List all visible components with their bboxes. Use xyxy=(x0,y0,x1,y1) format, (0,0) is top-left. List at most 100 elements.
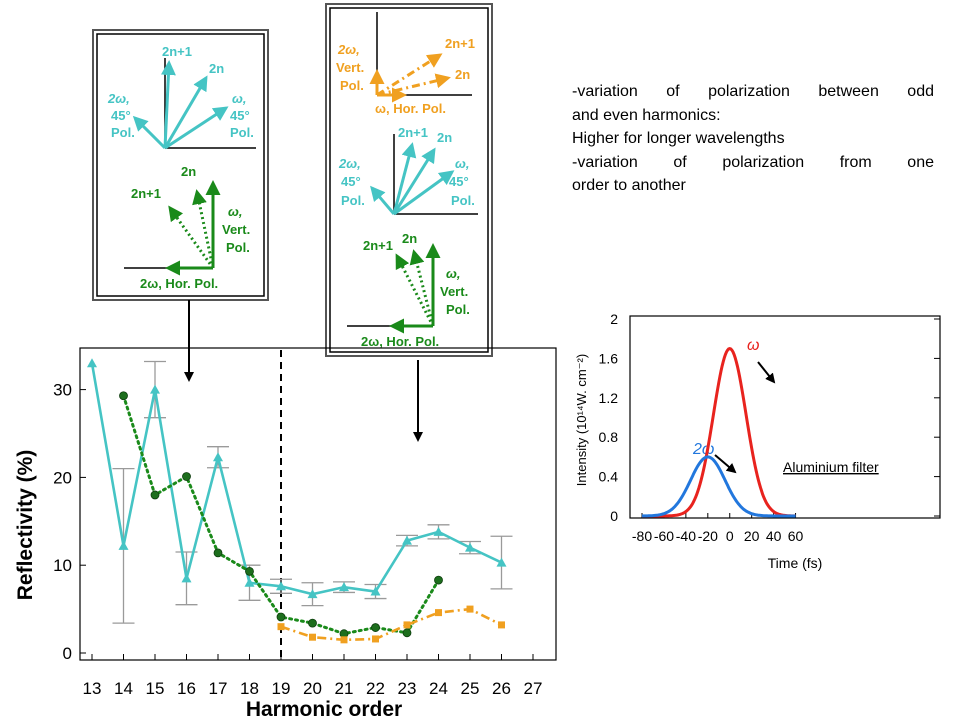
chart1-point-orange xyxy=(340,636,348,644)
chart2-xtick-label: 20 xyxy=(744,528,760,544)
p2-top-left-l1: Vert. xyxy=(336,60,364,75)
p1-top-right-l1: 45° xyxy=(230,108,250,123)
two-omega-pointer xyxy=(714,454,737,474)
chart1-point-green xyxy=(276,612,286,622)
p2-top-left-l2: Pol. xyxy=(340,78,364,93)
chart1-point-green xyxy=(150,490,160,500)
chart2-ylabel: Intensity (10¹⁴W. cm⁻²) xyxy=(574,354,589,486)
chart1-point-cyan xyxy=(150,384,160,394)
chart1-xtick-label: 20 xyxy=(303,679,322,698)
chart1-point-orange xyxy=(372,635,379,643)
chart1-series-green-line xyxy=(122,394,440,636)
p2-mid-2n: 2n xyxy=(437,130,452,145)
chart2-xtick-label: -60 xyxy=(654,528,674,544)
chart1-point-orange xyxy=(466,605,474,613)
p2-bot-right-l0: ω, xyxy=(446,266,460,281)
p1-bot-2n1: 2n+1 xyxy=(131,186,161,201)
p1-bot-right-l0: ω, xyxy=(228,204,242,219)
chart2-series-two-omega-curve xyxy=(641,455,796,518)
chart1-xtick-label: 27 xyxy=(524,679,543,698)
p1-bot-right-l1: Vert. xyxy=(222,222,250,237)
p2-bot-2n1: 2n+1 xyxy=(363,238,393,253)
chart1-xtick-label: 23 xyxy=(398,679,417,698)
p2-mid-left-l0: 2ω, xyxy=(338,156,361,171)
chart1-point-cyan xyxy=(307,589,318,599)
p1-bot-right-label: ω, Vert. Pol. xyxy=(222,204,250,255)
chart2-xtick-label: -40 xyxy=(676,528,696,544)
p1-top-left-l2: Pol. xyxy=(111,125,135,140)
note-line-3a: -variation of polarization from one xyxy=(572,153,934,171)
chart1-point-cyan xyxy=(118,540,129,550)
chart2-xtick-label: 0 xyxy=(726,528,734,544)
chart1-ytick-label: 20 xyxy=(53,468,72,487)
p1-top-left-label: 2ω, 45° Pol. xyxy=(107,91,135,140)
chart1-xtick-label: 26 xyxy=(492,679,511,698)
chart1-point-cyan xyxy=(370,586,381,596)
note-line-1a: -variation of polarization between odd xyxy=(572,83,934,100)
chart1-point-green xyxy=(245,566,254,576)
chart1-point-cyan xyxy=(87,358,97,368)
p1-top-left-l1: 45° xyxy=(111,108,131,123)
chart1-xtick-label: 14 xyxy=(114,679,133,698)
omega-label: ω xyxy=(747,337,759,354)
chart1-point-cyan xyxy=(496,557,507,567)
p2-mid-right-l0: ω, xyxy=(455,156,469,171)
intensity-chart: Intensity (10¹⁴W. cm⁻²) Time (fs) ω 2ω A… xyxy=(574,311,941,571)
p1-top-right-l2: Pol. xyxy=(230,125,254,140)
p2-mid-right-l1: 45° xyxy=(449,174,469,189)
chart1-xtick-label: 13 xyxy=(83,679,102,698)
chart1-point-cyan xyxy=(465,542,475,552)
p2-mid-2n1: 2n+1 xyxy=(398,125,428,140)
chart1-point-cyan xyxy=(213,452,223,462)
chart1-point-orange xyxy=(403,621,411,629)
chart2-ytick-label: 1.2 xyxy=(599,390,619,406)
note-line-1b: and even harmonics: xyxy=(572,106,721,124)
chart2-ytick-label: 1.6 xyxy=(599,350,619,366)
chart1-ytick-label: 0 xyxy=(63,644,72,663)
chart2-xtick-label: -80 xyxy=(632,528,652,544)
p2-mid-left-label: 2ω, 45° Pol. xyxy=(338,156,365,208)
aluminium-filter-label: Aluminium filter xyxy=(783,459,879,475)
chart2-xtick-label: 40 xyxy=(766,528,782,544)
chart2-xtick-label: 60 xyxy=(788,528,804,544)
two-omega-label: 2ω xyxy=(692,441,714,458)
chart1-frame xyxy=(79,347,557,661)
chart1-xtick-label: 22 xyxy=(366,679,385,698)
chart1-ytick-label: 10 xyxy=(53,556,72,575)
chart1-point-cyan xyxy=(181,573,192,583)
note-line-2: Higher for longer wavelengths xyxy=(572,130,785,147)
chart2-frame xyxy=(629,315,941,519)
chart2-xlabel: Time (fs) xyxy=(768,555,823,571)
p2-mid-right-l2: Pol. xyxy=(451,193,475,208)
chart1-ylabel: Reflectivity (%) xyxy=(14,450,37,601)
p1-top-left-l0: 2ω, xyxy=(107,91,130,106)
p2-mid-right-label: ω, 45° Pol. xyxy=(449,156,475,208)
omega-pointer xyxy=(757,361,776,384)
p1-bot-right-l2: Pol. xyxy=(226,240,250,255)
chart1-point-cyan xyxy=(433,526,444,536)
chart1-point-cyan xyxy=(339,582,349,592)
chart1-point-green xyxy=(182,472,191,481)
chart1-series-orange-line xyxy=(280,607,503,642)
p1-top-right-label: ω, 45° Pol. xyxy=(230,91,254,140)
chart1-ytick-label: 30 xyxy=(53,381,72,400)
chart2-ytick-label: 0.4 xyxy=(599,469,619,485)
chart1-point-orange xyxy=(309,633,316,641)
p2-bot-right-label: ω, Vert. Pol. xyxy=(440,266,470,317)
chart1-point-orange xyxy=(277,623,285,631)
p1-top-2n1: 2n+1 xyxy=(162,44,192,59)
p2-bot-2n: 2n xyxy=(402,231,417,246)
p2-mid-left-l1: 45° xyxy=(341,174,361,189)
p2-bot-axis-label: 2ω, Hor. Pol. xyxy=(361,334,439,349)
chart1-xtick-label: 24 xyxy=(429,679,448,698)
chart2-ytick-label: 0.8 xyxy=(599,429,619,445)
p2-top-left-l0: 2ω, xyxy=(337,42,360,57)
chart1-xlabel: Harmonic order xyxy=(246,698,402,720)
chart1-point-green xyxy=(308,618,317,628)
p2-top-2n1: 2n+1 xyxy=(445,36,475,51)
chart2-ytick-label: 2 xyxy=(610,311,618,327)
chart1-point-orange xyxy=(435,609,442,617)
chart1-xtick-label: 17 xyxy=(209,679,228,698)
chart1-xtick-label: 16 xyxy=(177,679,196,698)
